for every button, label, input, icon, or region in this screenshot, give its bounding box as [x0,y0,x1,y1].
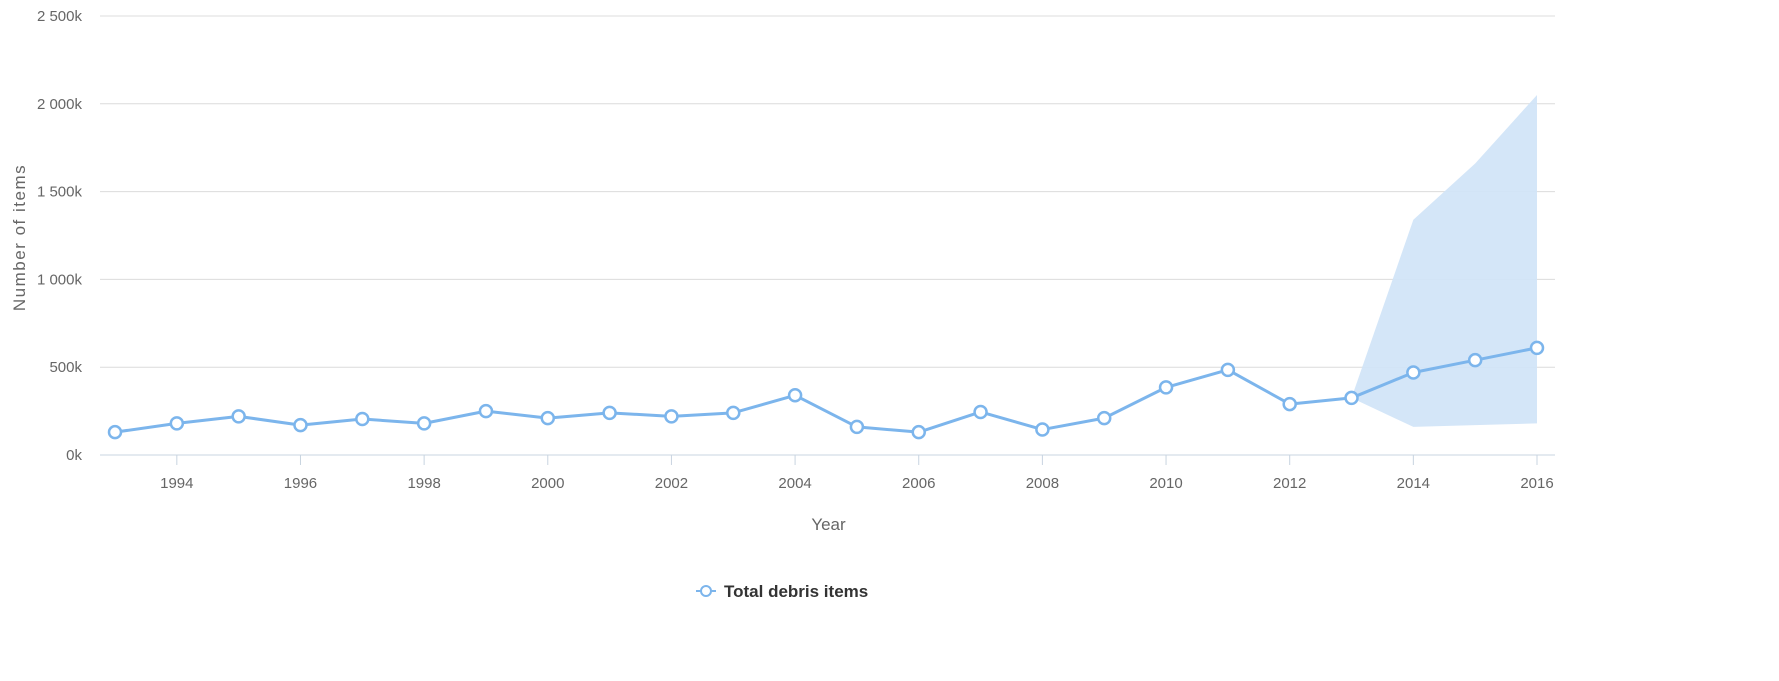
data-point[interactable] [416,416,432,431]
data-point[interactable] [787,388,803,403]
data-point[interactable] [1344,390,1359,406]
axes: 0k 500k 1 000k 1 500k 2 000k 2 500k 1994 1996 19… [37,8,1555,492]
y-tick-label: 1 000k [37,271,83,288]
x-tick-label: 2002 [655,475,688,492]
data-point[interactable] [1406,365,1421,380]
data-point[interactable] [664,409,679,424]
x-tick-label: 2004 [778,475,811,492]
y-tick-label: 2 000k [37,96,83,113]
x-tick-label: 2012 [1273,475,1306,492]
data-point[interactable] [478,403,494,419]
data-point[interactable] [1220,362,1236,378]
y-tick-label: 0k [66,447,82,464]
x-tick-label: 2008 [1026,475,1059,492]
data-point[interactable] [355,411,370,427]
data-point[interactable] [1035,422,1050,437]
data-point[interactable] [169,416,185,431]
x-tick-label: 2000 [531,475,564,492]
legend-marker-icon [700,585,712,597]
data-point[interactable] [1096,410,1112,426]
data-point[interactable] [1282,396,1297,412]
data-point[interactable] [849,419,865,435]
data-point[interactable] [107,424,123,440]
data-point[interactable] [973,404,988,420]
data-point[interactable] [231,409,246,424]
x-axis-title: Year [811,515,846,534]
range-band-area [1351,95,1537,427]
data-point[interactable] [540,410,556,426]
x-tick-label: 2016 [1520,475,1553,492]
x-tick-label: 2014 [1397,475,1430,492]
legend[interactable]: Total debris items [696,582,868,601]
x-tick-label: 1994 [160,475,193,492]
x-tick-label: 2006 [902,475,935,492]
data-point[interactable] [602,405,617,421]
labels: Year Number of items [10,164,846,534]
data-point[interactable] [911,424,926,440]
series-line [114,346,1538,434]
grid-lines [100,15,1555,368]
data-point[interactable] [1158,380,1174,395]
data-point[interactable] [1467,352,1483,368]
legend-label: Total debris items [724,582,868,601]
x-tick-label: 1998 [407,475,440,492]
x-tick-label: 1996 [284,475,317,492]
y-axis-title: Number of items [10,164,29,311]
y-tick-label: 500k [49,359,82,376]
series-layer [107,340,1545,440]
data-point[interactable] [1529,340,1545,356]
x-tick-label: 2010 [1149,475,1182,492]
data-point[interactable] [293,417,308,433]
y-tick-label: 1 500k [37,184,83,201]
y-tick-label: 2 500k [37,8,83,25]
legend-item[interactable]: Total debris items [696,582,868,601]
data-point[interactable] [726,405,741,421]
range-band-layer [1351,95,1537,427]
